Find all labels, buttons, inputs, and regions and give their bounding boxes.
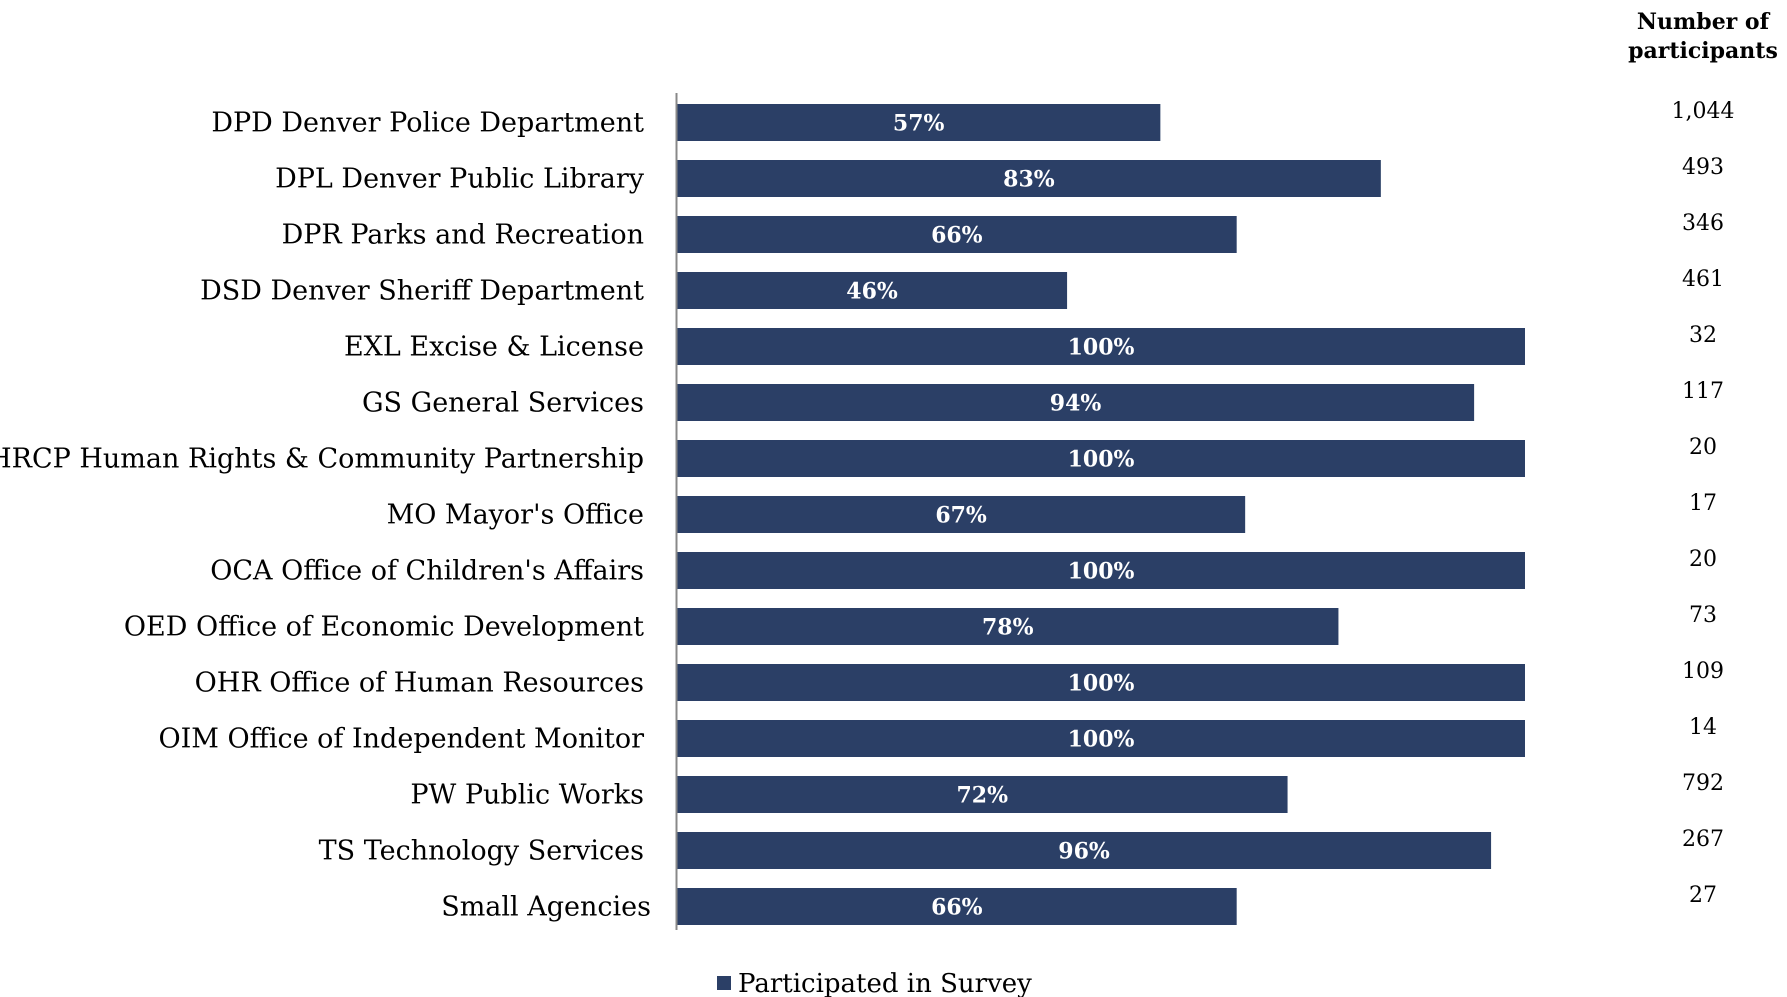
participant-count: 32 [1689, 323, 1717, 348]
category-label: GS General Services [362, 388, 644, 419]
participants-header-line-2: participants [1628, 38, 1778, 64]
bar [677, 608, 1339, 645]
participant-count: 27 [1689, 883, 1717, 908]
bar [677, 272, 1068, 309]
bar-data-label: 78% [982, 615, 1034, 641]
participant-count: 792 [1682, 771, 1724, 796]
participants-header-line-1: Number of [1637, 9, 1771, 35]
participant-count: 1,044 [1672, 99, 1735, 124]
legend-label: Participated in Survey [738, 969, 1032, 997]
category-label: PW Public Works [410, 780, 644, 811]
bar [677, 888, 1237, 925]
legend-swatch [717, 976, 731, 990]
bar [677, 552, 1525, 589]
bar-data-label: 100% [1068, 559, 1135, 585]
bar-data-label: 67% [935, 503, 987, 529]
category-label: Small Agencies [441, 892, 651, 923]
participant-count: 461 [1682, 267, 1724, 292]
bar-data-label: 96% [1058, 839, 1110, 865]
bar-data-label: 100% [1068, 335, 1135, 361]
bar-data-label: 57% [893, 111, 945, 137]
bar-data-label: 83% [1003, 167, 1055, 193]
category-label: OHR Office of Human Resources [195, 668, 644, 699]
bar [677, 496, 1246, 533]
category-label: HRCP Human Rights & Community Partnershi… [0, 444, 644, 475]
bar-data-label: 100% [1068, 727, 1135, 753]
bar [677, 664, 1525, 701]
category-label: DPL Denver Public Library [275, 164, 645, 195]
category-label: OED Office of Economic Development [124, 612, 644, 643]
bar-data-label: 100% [1068, 447, 1135, 473]
participant-count: 346 [1682, 211, 1724, 236]
bar [677, 160, 1381, 197]
category-labels: DPD Denver Police Department DPL Denver P… [0, 108, 651, 923]
participant-count: 117 [1682, 379, 1724, 404]
participant-count: 20 [1689, 435, 1717, 460]
participants-header: Number of participants [1628, 9, 1778, 64]
bar-data-label: 100% [1068, 671, 1135, 697]
bars-group [677, 104, 1525, 925]
bar-data-label: 72% [957, 783, 1009, 809]
participant-count: 73 [1689, 603, 1717, 628]
participant-counts: 1,044 493 346 461 32 117 20 17 20 73 109 14 792 267 27 [1672, 99, 1735, 908]
participant-count: 493 [1682, 155, 1724, 180]
bar-data-label: 66% [931, 895, 983, 921]
category-label: DPR Parks and Recreation [282, 220, 644, 251]
category-label: OIM Office of Independent Monitor [159, 724, 645, 755]
participant-count: 267 [1682, 827, 1724, 852]
category-label: TS Technology Services [319, 836, 644, 867]
bar-data-labels: 57% 83% 66% 46% 100% 94% 100% 67% 100% 78% 100% 100… [846, 111, 1134, 921]
participant-count: 17 [1689, 491, 1717, 516]
participant-count: 109 [1682, 659, 1724, 684]
bar-data-label: 46% [846, 279, 898, 305]
bar [677, 104, 1161, 141]
category-label: OCA Office of Children's Affairs [210, 556, 644, 587]
bar [677, 328, 1525, 365]
bar [677, 216, 1237, 253]
category-label: DPD Denver Police Department [211, 108, 644, 139]
bar-data-label: 94% [1050, 391, 1102, 417]
bar-data-label: 66% [931, 223, 983, 249]
category-label: DSD Denver Sheriff Department [200, 276, 644, 307]
category-label: EXL Excise & License [344, 332, 644, 363]
bar [677, 384, 1475, 421]
bar [677, 776, 1288, 813]
participant-count: 20 [1689, 547, 1717, 572]
bar [677, 440, 1525, 477]
participant-count: 14 [1689, 715, 1717, 740]
bar [677, 832, 1492, 869]
bar [677, 720, 1525, 757]
legend: Participated in Survey [717, 969, 1032, 997]
category-label: MO Mayor's Office [387, 500, 644, 531]
